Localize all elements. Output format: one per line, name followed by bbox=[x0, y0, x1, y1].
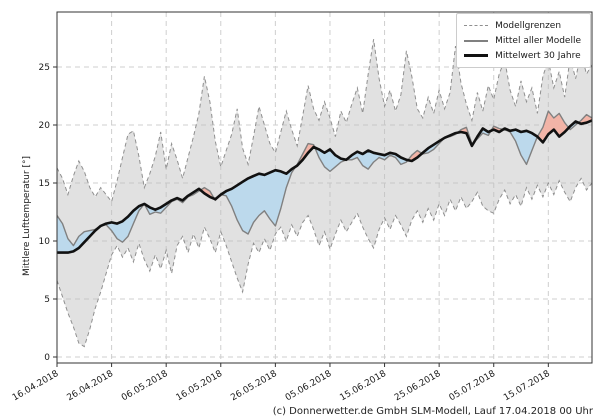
y-axis-title: Mittlere Lufttemperatur [°] bbox=[22, 156, 32, 276]
cold-anomaly-fill bbox=[314, 147, 408, 172]
y-tick-label: 10 bbox=[39, 237, 51, 247]
y-tick-label: 15 bbox=[39, 179, 50, 189]
black-line-swatch bbox=[464, 54, 489, 57]
y-tick-label: 5 bbox=[44, 295, 50, 305]
legend-label: Mittelwert 30 Jahre bbox=[495, 50, 581, 61]
x-tick-label: 15.06.2018 bbox=[338, 369, 388, 404]
legend-label: Modellgrenzen bbox=[495, 20, 562, 31]
x-tick-label: 05.06.2018 bbox=[284, 369, 334, 404]
cold-anomaly-fill bbox=[568, 121, 579, 130]
warm-anomaly-fill bbox=[407, 150, 422, 161]
legend-label: Mittel aller Modelle bbox=[495, 35, 581, 46]
cold-anomaly-fill bbox=[422, 132, 458, 154]
y-tick-label: 25 bbox=[39, 63, 50, 73]
x-tick-label: 16.05.2018 bbox=[175, 369, 225, 404]
gray-line-swatch bbox=[464, 39, 489, 42]
x-tick-label: 26.04.2018 bbox=[65, 369, 115, 404]
y-tick-label: 0 bbox=[44, 353, 50, 363]
x-tick-label: 25.06.2018 bbox=[393, 369, 443, 404]
cold-anomaly-fill bbox=[503, 128, 538, 165]
cold-anomaly-fill bbox=[57, 188, 201, 253]
mean30-line bbox=[57, 119, 593, 254]
model-range-band bbox=[57, 39, 592, 347]
legend-entry-mittelwert-30-jahre: Mittelwert 30 Jahre bbox=[464, 48, 581, 63]
x-tick-label: 06.05.2018 bbox=[120, 369, 170, 404]
dashed-line-swatch bbox=[464, 25, 489, 26]
x-tick-label: 05.07.2018 bbox=[448, 369, 498, 404]
legend: Modellgrenzen Mittel aller Modelle Mitte… bbox=[456, 13, 591, 68]
legend-entry-mittel-aller-modelle: Mittel aller Modelle bbox=[464, 33, 581, 48]
plot-border bbox=[56, 11, 593, 364]
x-tick-label: 15.07.2018 bbox=[502, 369, 552, 404]
x-tick-label: 16.04.2018 bbox=[11, 369, 61, 404]
y-tick-label: 20 bbox=[39, 121, 51, 131]
legend-entry-modellgrenzen: Modellgrenzen bbox=[464, 18, 581, 33]
cold-anomaly-fill bbox=[214, 166, 296, 234]
copyright-caption: (c) Donnerwetter.de GmbH SLM-Modell, Lau… bbox=[272, 406, 593, 417]
x-tick-label: 26.05.2018 bbox=[229, 369, 279, 404]
lower-bound-line bbox=[56, 177, 593, 348]
